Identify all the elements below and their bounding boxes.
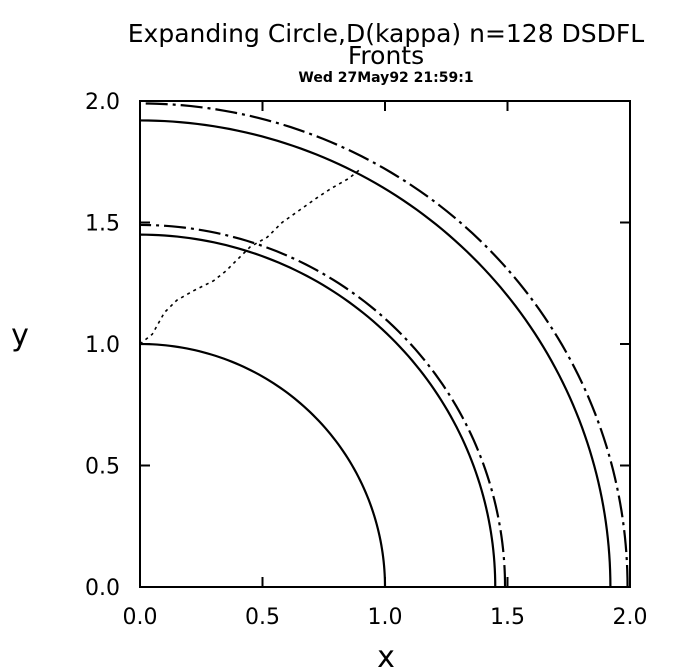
y-tick-label: 1.5	[85, 212, 120, 237]
x-axis-label: x	[377, 640, 395, 670]
y-tick-label: 2.0	[85, 90, 120, 115]
y-tick-label: 0.5	[85, 455, 120, 480]
series-1-solid-line	[139, 233, 497, 588]
x-tick-label: 0.0	[123, 605, 158, 630]
series-2-dash-dot-line	[139, 223, 507, 588]
x-tick-label: 1.0	[368, 605, 403, 630]
chart-subtitle: Fronts	[348, 41, 424, 70]
x-tick-label: 2.0	[613, 605, 648, 630]
y-tick-labels: 0.0 0.5 1.0 1.5 2.0	[85, 90, 120, 601]
chart-title: Expanding Circle,D(kappa) n=128 DSDFL	[128, 19, 645, 48]
y-tick-label: 1.0	[85, 333, 120, 358]
chart-timestamp: Wed 27May92 21:59:1	[298, 70, 473, 86]
series-3-solid-line	[139, 119, 612, 588]
x-tick-label: 0.5	[245, 605, 280, 630]
x-tick-label: 1.5	[490, 605, 525, 630]
series-5-dotted-line	[139, 168, 361, 345]
series-4-dash-dot-line	[139, 102, 629, 588]
series-group	[139, 102, 629, 588]
axis-ticks	[139, 100, 631, 588]
x-tick-labels: 0.0 0.5 1.0 1.5 2.0	[123, 605, 648, 630]
series-0-solid-line	[139, 342, 387, 588]
plot-frame	[139, 100, 631, 588]
y-axis-label: y	[11, 318, 29, 353]
y-tick-label: 0.0	[85, 576, 120, 601]
